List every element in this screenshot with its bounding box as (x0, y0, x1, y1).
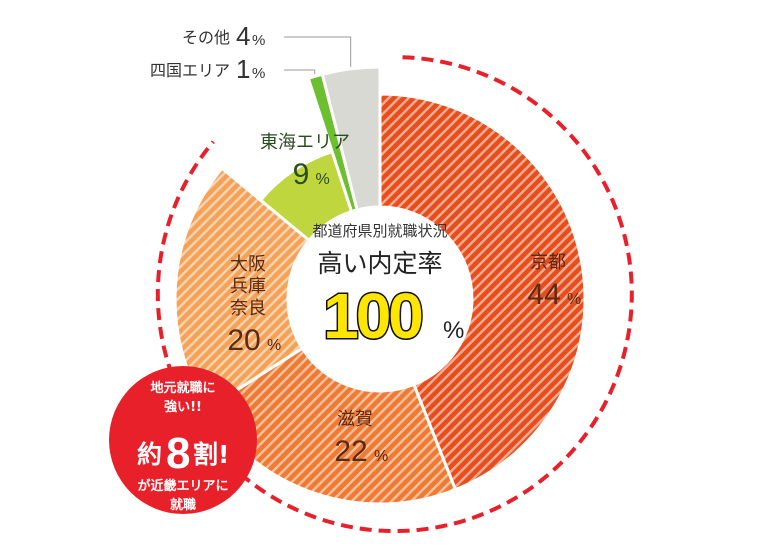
badge-line-4: が近畿エリアに (137, 478, 228, 494)
center-title: 高い内定率 (317, 249, 442, 278)
callout-4-unit: % (252, 65, 265, 82)
callout-lines (284, 36, 352, 75)
label-1-unit: % (374, 448, 388, 465)
badge-line-2: 強い!! (164, 399, 202, 415)
label-0-value: 44 (527, 278, 560, 311)
badge-prefix: 約 (137, 440, 162, 469)
slice-hatching (174, 94, 586, 504)
callout-line-5 (284, 36, 352, 67)
slice-1-hatch (206, 348, 456, 504)
label-2-name: 奈良 (230, 298, 266, 319)
callout-5-value: 4 (236, 21, 250, 51)
label-1-name: 滋賀 (337, 409, 373, 430)
slice-2-hatch (174, 168, 310, 409)
label-2-name: 兵庫 (230, 276, 266, 297)
badge-line-1: 地元就職に (150, 380, 215, 396)
badge: 地元就職に 強い!! 約 8 割! が近畿エリアに 就職 (109, 366, 257, 514)
kinki-dashed-outline (155, 55, 634, 534)
center-subtitle: 都道府県別就職状況 (312, 222, 447, 240)
slice-0-hatch (380, 94, 586, 490)
label-3-value: 9 (293, 158, 310, 191)
badge-circle (109, 366, 257, 514)
badge-line-5: 就職 (170, 497, 196, 513)
badge-number: 8 (166, 429, 190, 478)
callout-5-name: その他 (182, 28, 230, 47)
label-3-name: 東海エリア (260, 132, 350, 153)
callout-4-value: 1 (236, 54, 250, 84)
badge-suffix: 割! (193, 440, 229, 469)
label-1-value: 22 (334, 435, 367, 468)
donut-hole (288, 207, 472, 391)
label-2-name: 大阪 (230, 254, 266, 275)
callout-4-name: 四国エリア (150, 61, 230, 80)
label-0-name: 京都 (530, 252, 566, 273)
callout-5-unit: % (252, 32, 265, 49)
label-0-unit: % (567, 291, 581, 308)
label-2-value: 20 (227, 324, 260, 357)
label-3-unit: % (316, 171, 330, 188)
center-rate-value: 100 (323, 280, 421, 352)
label-2-unit: % (267, 337, 281, 354)
center-rate-unit: % (443, 317, 464, 344)
callout-line-4 (284, 69, 316, 75)
